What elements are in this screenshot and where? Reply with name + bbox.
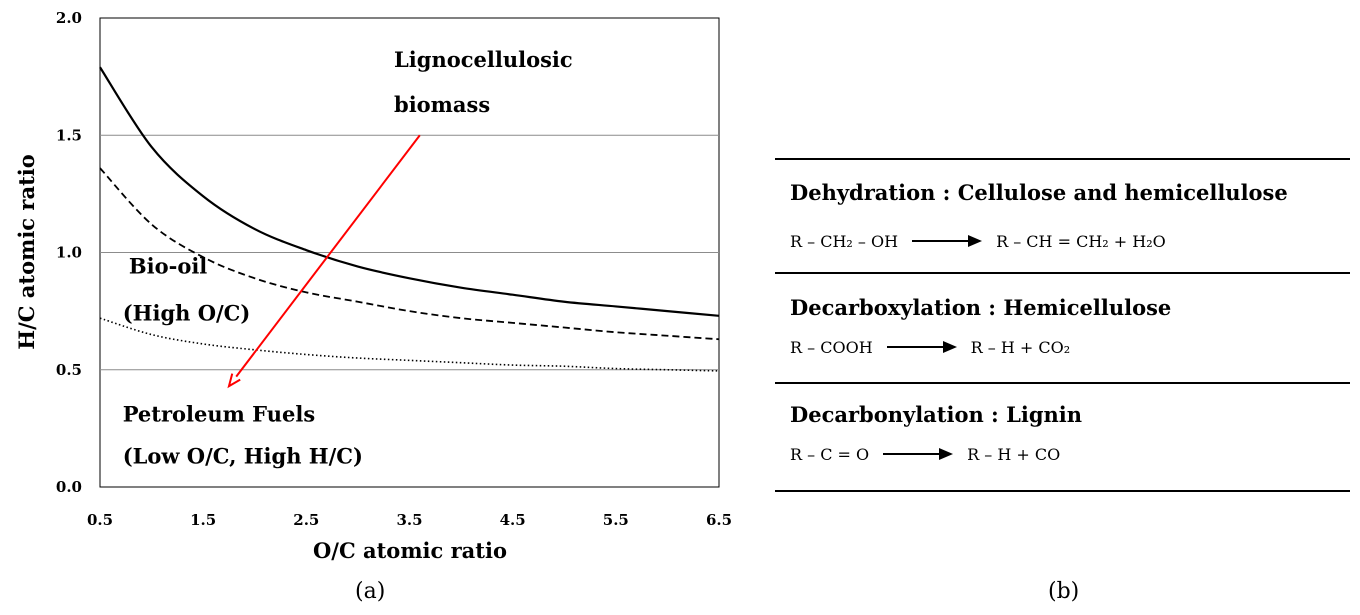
annotation-label: (Low O/C, High H/C) bbox=[123, 444, 363, 469]
trend-arrow-head bbox=[227, 373, 241, 389]
x-tick-labels: 0.5 1.5 2.5 3.5 4.5 5.5 6.5 bbox=[87, 511, 732, 529]
x-tick-label: 1.5 bbox=[190, 511, 216, 529]
trend-arrow-line bbox=[235, 134, 421, 378]
panel-label-a: (a) bbox=[355, 579, 386, 604]
y-tick-labels: 0.0 0.5 1.0 1.5 2.0 bbox=[56, 9, 82, 496]
reaction-equation-decarbonylation: R – C = O R – H + CO bbox=[790, 445, 1060, 464]
reaction-heading-dehydration: Dehydration : Cellulose and hemicellulos… bbox=[790, 180, 1288, 205]
annotation-label: Petroleum Fuels bbox=[123, 401, 315, 426]
annotation-label: Lignocellulosic bbox=[394, 47, 573, 72]
y-tick-label: 1.5 bbox=[56, 126, 82, 144]
grid-lines bbox=[100, 134, 719, 371]
reaction-heading-decarboxylation: Decarboxylation : Hemicellulose bbox=[790, 295, 1172, 320]
y-axis-label: H/C atomic ratio bbox=[14, 154, 39, 350]
table-rule-top bbox=[775, 158, 1350, 160]
series-group bbox=[99, 66, 720, 372]
x-tick-label: 3.5 bbox=[396, 511, 422, 529]
x-axis-label: O/C atomic ratio bbox=[313, 538, 507, 563]
reaction-rhs: R – H + CO₂ bbox=[970, 338, 1071, 357]
table-rule-bottom bbox=[775, 490, 1350, 492]
y-tick-label: 1.0 bbox=[56, 244, 82, 262]
reaction-arrow-icon bbox=[912, 232, 983, 251]
reaction-equation-decarboxylation: R – COOH R – H + CO₂ bbox=[790, 338, 1070, 357]
arrow-group bbox=[227, 134, 421, 389]
reaction-rhs: R – CH = CH₂ + H₂O bbox=[996, 232, 1166, 251]
reaction-rhs: R – H + CO bbox=[967, 445, 1061, 464]
reaction-lhs: R – COOH bbox=[790, 338, 873, 357]
series-line-dashed bbox=[99, 167, 720, 341]
chart-a: 0.5 1.5 2.5 3.5 4.5 5.5 6.5 0.0 0.5 1.0 1.5 2.0 Li… bbox=[14, 9, 732, 563]
table-rule-1 bbox=[775, 272, 1350, 274]
annotations-group: Lignocellulosic biomass Bio-oil (High O/C) P… bbox=[123, 47, 573, 468]
x-tick-label: 6.5 bbox=[706, 511, 732, 529]
x-tick-label: 5.5 bbox=[603, 511, 629, 529]
reaction-lhs: R – C = O bbox=[790, 445, 870, 464]
y-tick-label: 0.0 bbox=[56, 478, 82, 496]
reaction-equation-dehydration: R – CH₂ – OH R – CH = CH₂ + H₂O bbox=[790, 232, 1166, 251]
x-tick-label: 2.5 bbox=[293, 511, 319, 529]
x-tick-label: 4.5 bbox=[500, 511, 526, 529]
reaction-arrow-icon bbox=[883, 445, 954, 464]
y-tick-label: 2.0 bbox=[56, 9, 82, 27]
annotation-label: biomass bbox=[394, 92, 490, 117]
annotation-label: Bio-oil bbox=[129, 254, 207, 279]
panel-label-b: (b) bbox=[1048, 579, 1080, 604]
reaction-heading-decarbonylation: Decarbonylation : Lignin bbox=[790, 402, 1083, 427]
y-tick-label: 0.5 bbox=[56, 361, 82, 379]
reaction-table: Dehydration : Cellulose and hemicellulos… bbox=[775, 158, 1350, 492]
annotation-label: (High O/C) bbox=[123, 301, 251, 326]
x-tick-label: 0.5 bbox=[87, 511, 113, 529]
series-line-solid bbox=[99, 66, 720, 317]
reaction-lhs: R – CH₂ – OH bbox=[790, 232, 899, 251]
reaction-arrow-icon bbox=[886, 338, 957, 357]
series-line-dotted bbox=[99, 317, 720, 372]
table-rule-2 bbox=[775, 382, 1350, 384]
